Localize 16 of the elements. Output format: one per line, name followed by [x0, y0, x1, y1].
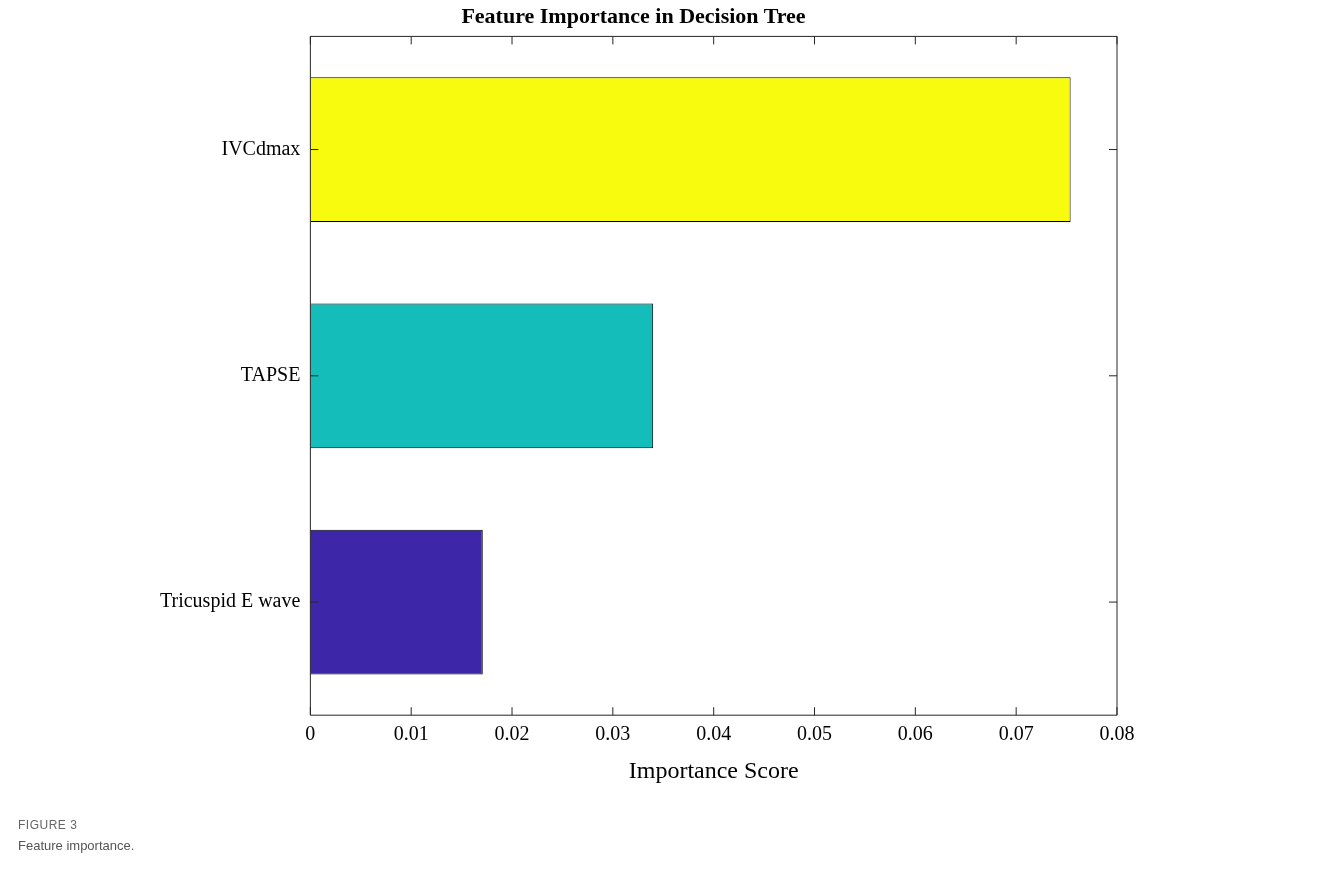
x-tick-label: 0.06 [897, 722, 933, 745]
x-tick-label: 0.03 [595, 722, 631, 745]
caption: FIGURE 3 [18, 818, 78, 832]
x-tick-label: 0.04 [696, 722, 732, 745]
x-tick-label: 0.05 [797, 722, 833, 745]
x-tick-label: 0.08 [1099, 722, 1135, 745]
y-tick-label: Tricuspid E wave [159, 589, 301, 613]
x-tick-label: 0.01 [393, 722, 429, 745]
x-tick-label: 0 [305, 722, 316, 745]
x-tick-label: 0.07 [998, 722, 1034, 745]
chart-title: Feature Importance in Decision Tree [461, 2, 806, 28]
x-tick-label: 0.02 [494, 722, 530, 745]
text: Feature importance. [18, 838, 135, 853]
y-tick-label: TAPSE [240, 363, 301, 386]
x-axis-title: Importance Score [628, 756, 799, 783]
y-tick-label: IVCdmax [221, 136, 301, 159]
